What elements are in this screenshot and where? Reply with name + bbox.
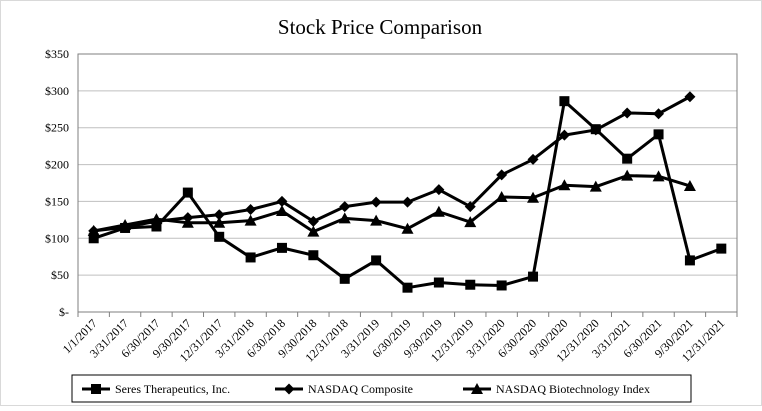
data-point (433, 184, 445, 196)
data-point (622, 153, 633, 164)
data-point (87, 224, 100, 236)
data-point (245, 204, 257, 216)
data-point (213, 209, 225, 221)
data-point (495, 191, 508, 203)
y-tick-label: $350 (45, 47, 69, 61)
legend-marker (91, 384, 101, 394)
legend-item: NASDAQ Biotechnology Index (463, 382, 650, 396)
data-point (88, 233, 99, 244)
legend: Seres Therapeutics, Inc. NASDAQ Composite… (71, 374, 692, 403)
data-point (716, 243, 727, 254)
data-point (276, 195, 288, 207)
data-point (339, 201, 351, 213)
plot-area-border (77, 53, 738, 313)
data-point (652, 170, 665, 182)
data-point (213, 216, 226, 228)
data-point (307, 215, 319, 227)
legend-label: Seres Therapeutics, Inc. (115, 382, 230, 396)
data-point (496, 169, 508, 181)
data-point (119, 219, 132, 231)
legend-marker (283, 383, 295, 395)
data-point (402, 282, 413, 293)
data-point (433, 277, 444, 288)
y-tick-label: $200 (45, 158, 69, 172)
data-point (653, 129, 664, 140)
data-point (684, 91, 696, 103)
data-point (621, 169, 634, 181)
data-point (275, 205, 288, 217)
data-point (465, 279, 476, 290)
data-point (527, 191, 540, 203)
data-point (401, 222, 414, 234)
data-point (370, 214, 383, 226)
data-point (244, 214, 257, 226)
data-point (182, 187, 193, 198)
series-line (93, 95, 691, 233)
data-point (589, 180, 602, 192)
chart-title: Stock Price Comparison (278, 15, 483, 39)
data-point (496, 280, 507, 291)
data-point (432, 205, 445, 217)
data-point (214, 231, 225, 242)
data-point (559, 96, 570, 107)
data-point (338, 212, 351, 224)
data-point (276, 242, 287, 253)
series-line (93, 99, 692, 290)
y-axis-ticks: $- $50 $100 $150 $200 $250 $300 $350 (45, 47, 69, 319)
data-point (245, 252, 256, 263)
data-point (683, 179, 696, 191)
data-point (621, 107, 633, 119)
y-tick-label: $50 (51, 268, 69, 282)
data-point (181, 216, 194, 228)
legend-item: Seres Therapeutics, Inc. (82, 382, 230, 396)
data-point (464, 216, 477, 228)
data-point (339, 273, 350, 284)
y-tick-label: $250 (45, 121, 69, 135)
data-point (150, 213, 163, 225)
data-point (464, 201, 476, 213)
data-point (371, 255, 382, 266)
data-point (402, 196, 413, 208)
data-point (558, 179, 571, 191)
legend-item: NASDAQ Composite (275, 382, 413, 396)
data-point (527, 153, 539, 165)
y-tick-label: $100 (45, 231, 69, 245)
data-point (590, 124, 602, 136)
data-point (370, 196, 382, 208)
data-point (528, 271, 539, 282)
legend-box (71, 374, 692, 403)
data-point (307, 225, 320, 237)
series-line-segment (689, 247, 722, 262)
y-tick-label: $150 (45, 194, 69, 208)
series-lines (87, 91, 727, 293)
data-point (653, 108, 665, 120)
y-tick-label: $- (59, 305, 69, 319)
series-line (93, 174, 691, 234)
series-3 (87, 169, 696, 237)
data-point (308, 250, 319, 261)
y-tick-label: $300 (45, 84, 69, 98)
legend-marker (471, 383, 483, 394)
legend-label: NASDAQ Composite (308, 382, 413, 396)
gridlines (77, 53, 738, 313)
data-point (558, 129, 570, 141)
legend-label: NASDAQ Biotechnology Index (496, 382, 650, 396)
